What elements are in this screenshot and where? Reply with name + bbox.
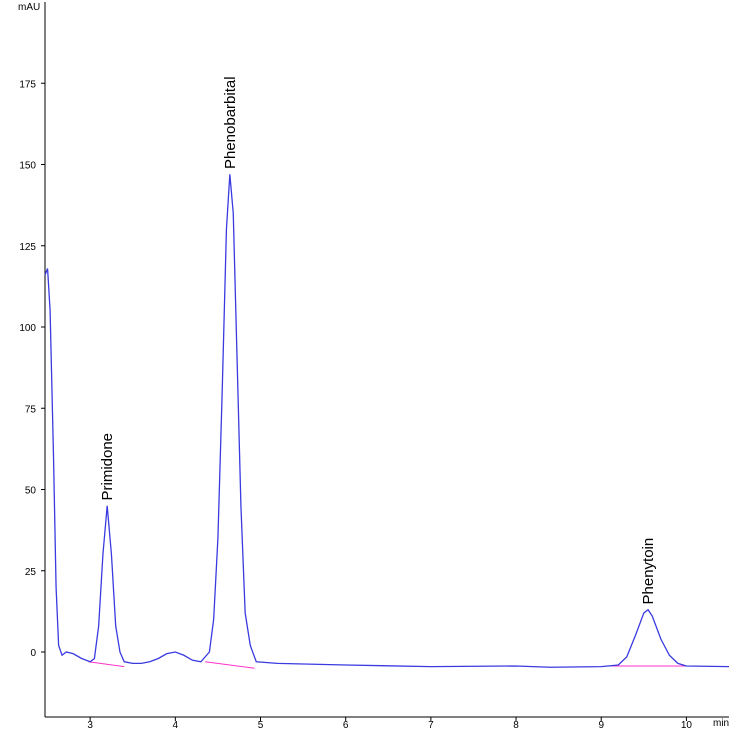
x-axis-label: min [713, 718, 729, 729]
x-tick-label: 10 [681, 720, 693, 731]
y-tick-label: 175 [19, 79, 36, 90]
x-tick-label: 6 [343, 720, 349, 731]
x-tick-label: 3 [87, 720, 93, 731]
baseline [205, 661, 255, 669]
trace [44, 174, 729, 668]
x-tick-label: 8 [513, 720, 519, 731]
x-tick-label: 9 [598, 720, 604, 731]
x-tick-label: 5 [258, 720, 264, 731]
y-tick-label: 50 [25, 486, 37, 497]
y-tick-label: 125 [19, 242, 36, 253]
x-tick-label: 4 [173, 720, 179, 731]
peak-label: Primidone [99, 433, 116, 501]
peak-label: Phenytoin [640, 538, 657, 605]
y-axis-label: mAU [18, 2, 40, 13]
x-tick-label: 7 [428, 720, 434, 731]
y-tick-label: 75 [25, 404, 37, 415]
y-tick-label: 100 [19, 323, 36, 334]
y-tick-label: 0 [30, 648, 36, 659]
peak-label: Phenobarbital [222, 76, 239, 169]
y-tick-label: 25 [25, 567, 37, 578]
baseline [88, 661, 125, 668]
y-tick-label: 150 [19, 161, 36, 172]
